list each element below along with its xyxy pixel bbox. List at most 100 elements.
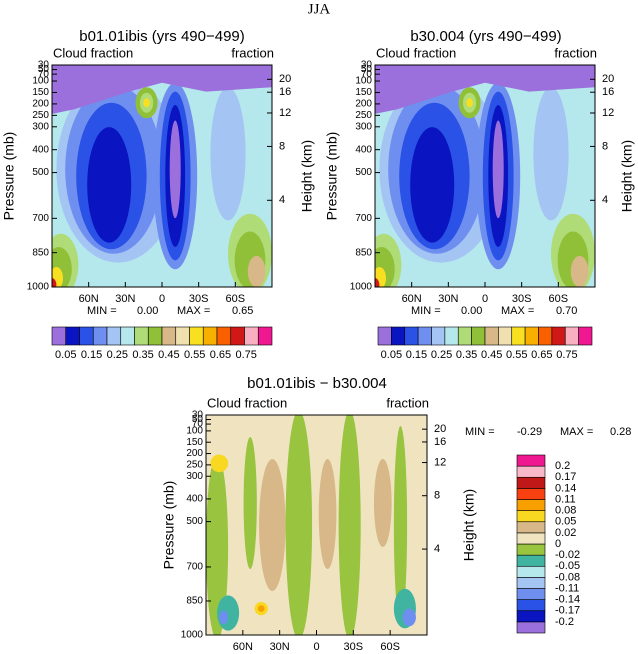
colorbar-label: 0.45 [158,349,179,361]
colorbar-label: 0.45 [481,349,502,361]
min-value: 0.00 [461,305,482,317]
y-tick-label: 700 [186,562,203,573]
x-tick-label: 30S [189,293,209,305]
colorbar-cell [516,454,546,467]
panel-title: b30.004 (yrs 490−499) [410,28,561,45]
y2-tick-label: 20 [602,73,614,85]
contour-fill [143,98,150,108]
colorbar-cell [516,499,546,511]
y-tick-label: 250 [355,110,372,121]
contour-fill [243,437,257,569]
colorbar-label: 0.35 [132,349,153,361]
y-tick-label: 1000 [350,282,373,293]
colorbar-cell [431,326,446,346]
y-tick-label: 150 [186,437,203,448]
x-tick-label: 30S [344,641,364,653]
y2-tick-label: 16 [279,86,291,98]
max-label: MAX = [177,305,210,317]
contour-field [375,65,595,287]
colorbar-cell [404,326,419,346]
colorbar-cell [516,554,546,567]
y2-tick-label: 16 [434,436,446,448]
subtitle-right: fraction [386,395,429,410]
y-tick-label: 500 [355,167,372,178]
contour-fill [466,98,473,108]
colorbar-cell [516,543,546,556]
x-tick-label: 0 [482,293,488,305]
contour-fill [257,605,265,612]
colorbar-cell [516,510,546,523]
y-tick-label: 500 [186,516,203,527]
contour-fill [52,278,57,287]
colorbar-label: 0.55 [184,349,205,361]
contour-fill [169,120,181,219]
min-label: MIN = [411,305,441,317]
y-axis-label: Pressure (mb) [161,481,177,570]
y-tick-label: 1000 [181,630,204,641]
y-tick-label: 30 [361,60,373,71]
subtitle-left: Cloud fraction [207,395,287,410]
colorbar-cell [147,326,163,346]
colorbar-cell [516,599,546,612]
colorbar-label: -0.17 [555,605,580,617]
y-tick-label: 250 [32,110,49,121]
x-tick-label: 60S [380,641,400,653]
colorbar-label: 0.65 [210,349,231,361]
colorbar-cell [516,521,546,534]
colorbar-cell [391,326,406,346]
colorbar-cell [471,326,486,346]
colorbar-label: 0.02 [555,527,576,539]
colorbar-cell [79,326,94,346]
colorbar-cell [244,326,259,346]
y-tick-label: 850 [32,247,49,258]
colorbar-label: 0.15 [406,349,427,361]
min-value: -0.29 [517,426,542,438]
panel-title: b01.01ibis − b30.004 [247,375,387,392]
contour-fill [533,87,569,221]
contour-fill [373,459,392,547]
y-tick-label: 700 [355,213,372,224]
colorbar-cell [51,326,67,346]
y-tick-label: 30 [192,410,204,421]
max-label: MAX = [501,305,534,317]
x-tick-label: 60S [226,293,246,305]
contour-fill [259,459,286,591]
y-tick-label: 50 [192,414,204,425]
y2-tick-label: 20 [279,73,291,85]
subtitle-left: Cloud fraction [53,45,133,60]
y2-tick-label: 8 [602,140,608,152]
y-tick-label: 100 [32,76,49,87]
contour-fill [217,595,240,631]
colorbar-label: 0 [555,538,561,550]
y-tick-label: 70 [38,69,50,80]
colorbar-label: 0.05 [381,349,402,361]
colorbar-label: 0.25 [107,349,128,361]
x-tick-label: 60N [402,293,422,305]
contour-field [52,65,272,287]
y-tick-label: 250 [186,460,203,471]
y2-axis-label: Height (km) [619,140,635,212]
y2-tick-label: 4 [279,194,285,206]
y-axis-label: Pressure (mb) [1,132,17,221]
contour-fill [247,255,266,287]
x-tick-label: 60S [549,293,569,305]
y-tick-label: 400 [32,144,49,155]
colorbar-label: 0.35 [456,349,477,361]
colorbar-cell [134,326,149,346]
x-tick-label: 60N [79,293,99,305]
colorbar-label: 0.75 [236,349,257,361]
colorbar-cell [175,326,190,346]
contour-fill [206,454,229,635]
panel-title: b01.01ibis (yrs 490−499) [79,28,245,45]
y-tick-label: 70 [192,419,204,430]
colorbar-cell [417,326,432,346]
colorbar-cell [484,326,499,346]
contour-fill [570,255,589,287]
colorbar-label: -0.14 [555,594,580,606]
y-tick-label: 1000 [27,282,50,293]
colorbar-cell [516,532,546,545]
y2-tick-label: 16 [602,86,614,98]
contour-fill [210,454,229,473]
colorbar-cell [516,588,546,600]
colorbar-label: 0.65 [531,349,552,361]
